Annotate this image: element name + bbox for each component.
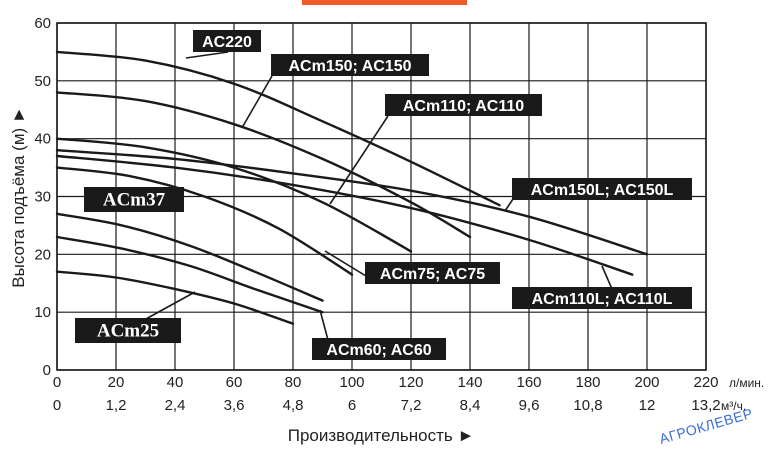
leader-ac220 [185, 51, 229, 59]
curve-acm37 [55, 212, 324, 302]
x-tick-label-m3h: 0 [53, 397, 61, 414]
x-tick-label-m3h: 13,2 [691, 397, 720, 414]
curve-acm60-ac60 [55, 235, 324, 314]
x-tick-label-lmin: 80 [285, 374, 302, 391]
leader-acm60-ac60 [319, 309, 329, 341]
plot-frame [56, 22, 707, 371]
series-label-acm110l-ac110l: ACm110L; AC110L [532, 291, 673, 308]
x-tick-label-m3h: 3,6 [224, 397, 245, 414]
y-tick-label: 30 [34, 189, 51, 206]
x-tick-label-lmin: 100 [339, 374, 364, 391]
series-label-acm75-ac75: ACm75; AC75 [380, 266, 485, 283]
label-box-acm110l-ac110l [512, 287, 692, 309]
leader-acm150l-ac150l [504, 198, 514, 212]
series-label-acm25: ACm25 [97, 321, 159, 342]
curve-acm110-ac110 [55, 137, 413, 253]
x-tick-label-lmin: 220 [693, 374, 718, 391]
x-tick-label-m3h: 12 [639, 397, 656, 414]
x-tick-label-lmin: 180 [575, 374, 600, 391]
curve-ac220 [55, 50, 501, 207]
y-tick-label: 60 [34, 15, 51, 32]
curve-acm75-ac75 [55, 166, 354, 276]
label-leaders [143, 51, 613, 341]
leader-acm110l-ac110l [601, 265, 613, 290]
x-axis-title: Производительность ► [288, 426, 475, 445]
ticks: 00201,2402,4603,6804,810061207,21408,416… [34, 15, 720, 414]
series-label-acm110-ac110: ACm110; AC110 [403, 98, 524, 115]
curve-acm25 [55, 270, 295, 325]
label-box-acm75-ac75 [365, 262, 500, 284]
x-tick-label-m3h: 1,2 [106, 397, 127, 414]
curve-acm150l-ac150l [55, 149, 649, 256]
series-label-acm150-ac150: ACm150; AC150 [288, 58, 411, 75]
grid [56, 22, 707, 371]
x-tick-label-lmin: 20 [108, 374, 125, 391]
label-box-acm150-ac150 [271, 54, 429, 76]
y-tick-label: 0 [43, 362, 51, 379]
series-label-acm150l-ac150l: ACm150L; AC150L [531, 182, 674, 199]
x-tick-label-m3h: 4,8 [283, 397, 304, 414]
series-label-ac220: AC220 [202, 34, 252, 51]
y-tick-label: 20 [34, 246, 51, 263]
label-box-acm60-ac60 [312, 338, 446, 360]
x-tick-label-lmin: 120 [398, 374, 423, 391]
label-box-ac220 [193, 30, 261, 52]
x-unit-lmin: л/мин. [729, 376, 764, 390]
x-tick-label-lmin: 40 [167, 374, 184, 391]
series-labels: AC220 ACm150; AC150 ACm110; AC110 ACm150L; … [75, 30, 692, 360]
leader-acm150-ac150 [242, 75, 273, 127]
curve-acm150-ac150 [55, 91, 472, 239]
x-tick-label-lmin: 200 [634, 374, 659, 391]
label-box-acm110-ac110 [385, 94, 542, 116]
leader-acm110-ac110 [329, 115, 389, 205]
label-box-acm150l-ac150l [512, 178, 692, 200]
series-label-acm37: ACm37 [103, 190, 166, 211]
x-tick-label-m3h: 2,4 [165, 397, 186, 414]
x-tick-label-lmin: 140 [457, 374, 482, 391]
x-tick-label-m3h: 9,6 [519, 397, 540, 414]
leader-acm25 [143, 291, 196, 321]
series-label-acm60-ac60: ACm60; AC60 [326, 342, 431, 359]
y-tick-label: 50 [34, 73, 51, 90]
x-tick-label-lmin: 60 [226, 374, 243, 391]
curve-acm110l-ac110l [55, 154, 634, 276]
curves [55, 50, 649, 325]
top-accent-bar [302, 0, 467, 5]
y-axis-title: Высота подъёма (м) ► [9, 106, 28, 287]
y-tick-label: 40 [34, 131, 51, 148]
x-tick-label-m3h: 7,2 [401, 397, 422, 414]
x-tick-label-lmin: 160 [516, 374, 541, 391]
x-unit-m3h: м³/ч. [721, 399, 746, 413]
y-tick-label: 10 [34, 304, 51, 321]
x-tick-label-m3h: 6 [348, 397, 356, 414]
x-tick-label-m3h: 10,8 [573, 397, 602, 414]
label-box-acm37 [84, 187, 184, 212]
label-box-acm25 [75, 318, 181, 343]
x-tick-label-m3h: 8,4 [460, 397, 481, 414]
x-tick-label-lmin: 0 [53, 374, 61, 391]
leader-acm75-ac75 [324, 250, 367, 277]
